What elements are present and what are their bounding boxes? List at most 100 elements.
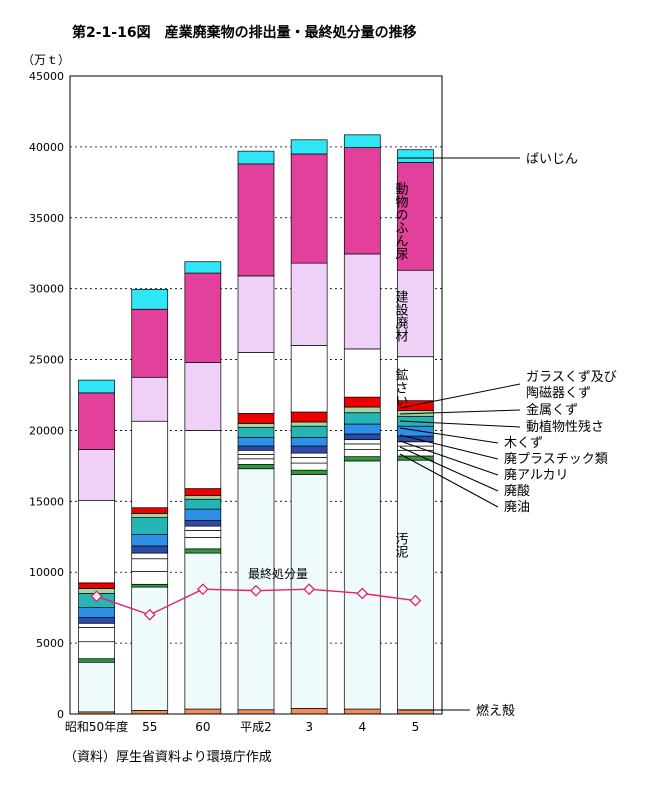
bar-segment — [78, 392, 115, 450]
bar-segment — [131, 517, 169, 536]
bar-segment — [237, 427, 275, 438]
x-tick-label: 3 — [305, 720, 313, 734]
bar-segment — [343, 134, 381, 148]
y-tick-label: 10000 — [29, 566, 64, 579]
bar-segment — [78, 449, 115, 501]
annotation-wood: 木くず — [504, 436, 543, 451]
leader-oil — [399, 453, 499, 508]
bar-segment — [343, 147, 381, 255]
bar-segment — [237, 275, 275, 353]
bar-segment — [237, 413, 275, 424]
bar-segment — [78, 641, 115, 660]
bar-segment — [131, 545, 169, 554]
bar-segment — [290, 425, 328, 438]
leader-alkali — [399, 440, 499, 476]
line-point — [303, 583, 316, 596]
bar-segment — [78, 500, 115, 584]
inbar-label-construction: 建設廃材 — [393, 290, 409, 342]
leader-glass — [399, 383, 521, 409]
bar-segment — [343, 456, 381, 462]
bar-segment — [184, 708, 222, 715]
bar-segment — [343, 253, 381, 350]
annotations: ばいじん ガラスくず及び 陶磁器くず 金属くず 動植物性残さ 木くず 廃プラスチ… — [476, 152, 617, 719]
y-tick-label: 25000 — [29, 354, 64, 367]
line-label: 最終処分量 — [248, 566, 308, 581]
leader-plastic — [399, 434, 499, 460]
bar-segment — [290, 707, 328, 715]
annotation-alkali: 廃アルカリ — [504, 467, 568, 483]
leader-metal — [399, 409, 521, 415]
bar-segment — [290, 262, 328, 346]
bar-segment — [397, 356, 434, 402]
bar-segment — [343, 433, 381, 441]
bar-stack — [290, 139, 328, 715]
y-tick-label: 0 — [57, 708, 64, 721]
bar-segment — [237, 423, 275, 428]
annotation-metal: 金属くず — [526, 402, 578, 418]
bar-segment — [131, 513, 169, 518]
y-tick-label: 15000 — [29, 495, 64, 508]
bar-segment — [237, 454, 275, 460]
bar-segment — [78, 379, 115, 394]
bar-segment — [343, 423, 381, 435]
bar-stack — [397, 149, 434, 715]
x-tick-label: 平成2 — [240, 720, 272, 734]
bar-segment — [131, 552, 169, 560]
x-axis-labels: 昭和50年度 55 60 平成2 3 4 5 — [65, 719, 419, 734]
bar-segment — [78, 658, 115, 663]
bar-segment — [343, 439, 381, 445]
x-tick-label: 55 — [142, 720, 157, 734]
bar-segment — [397, 459, 434, 711]
bar-segment — [397, 149, 434, 163]
bar-segment — [343, 348, 381, 398]
x-tick-label: 4 — [358, 720, 366, 734]
bar-segment — [343, 443, 381, 450]
line-point — [90, 590, 103, 603]
bar-segment — [131, 507, 169, 514]
bar-segment — [184, 552, 222, 710]
bar-segment — [184, 362, 222, 431]
x-tick-label: 60 — [195, 720, 210, 734]
bar-stack — [237, 150, 275, 715]
stacked-bar-chart: （万ｔ） 0 5000 10000 15000 20000 25000 30000 35000… — [22, 53, 617, 734]
bar-segment — [237, 449, 275, 455]
annotation-acid: 廃酸 — [504, 483, 530, 499]
annotation-glass-2: 陶磁器くず — [526, 385, 591, 401]
bar-stack — [78, 379, 115, 715]
bar-segment — [237, 445, 275, 451]
bar-segment — [343, 396, 381, 408]
bar-segment — [290, 452, 328, 458]
bar-segment — [78, 607, 115, 618]
bar-segment — [397, 269, 434, 358]
bar-segment — [290, 462, 328, 471]
bar-segment — [290, 411, 328, 423]
y-tick-label: 20000 — [29, 424, 64, 437]
bar-segment — [290, 139, 328, 155]
bar-segment — [397, 425, 434, 437]
bar-segment — [290, 153, 328, 264]
inbar-label-manure: 動物のふん尿 — [393, 182, 409, 260]
bar-segment — [131, 586, 169, 711]
bar-segment — [184, 498, 222, 510]
x-tick-label: 昭和50年度 — [65, 719, 128, 734]
line-point — [143, 608, 156, 621]
inbar-label-sludge: 汚泥 — [393, 532, 409, 558]
bar-segment — [290, 345, 328, 413]
bar-segment — [290, 469, 328, 475]
bar-segment — [343, 406, 381, 414]
bar-segment — [290, 457, 328, 464]
y-tick-label: 30000 — [29, 283, 64, 296]
bar-segment — [131, 558, 169, 572]
bar-segment — [237, 709, 275, 715]
bar-stack — [184, 261, 222, 715]
bar-segment — [343, 412, 381, 425]
y-tick-label: 40000 — [29, 141, 64, 154]
bar-segment — [131, 308, 169, 378]
bar-segment — [131, 289, 169, 310]
bar-segment — [290, 445, 328, 454]
bar-segment — [131, 420, 169, 509]
bar-segment — [78, 627, 115, 643]
bar-segment — [184, 495, 222, 500]
line-point — [196, 583, 209, 596]
y-tick-label: 5000 — [36, 637, 64, 650]
